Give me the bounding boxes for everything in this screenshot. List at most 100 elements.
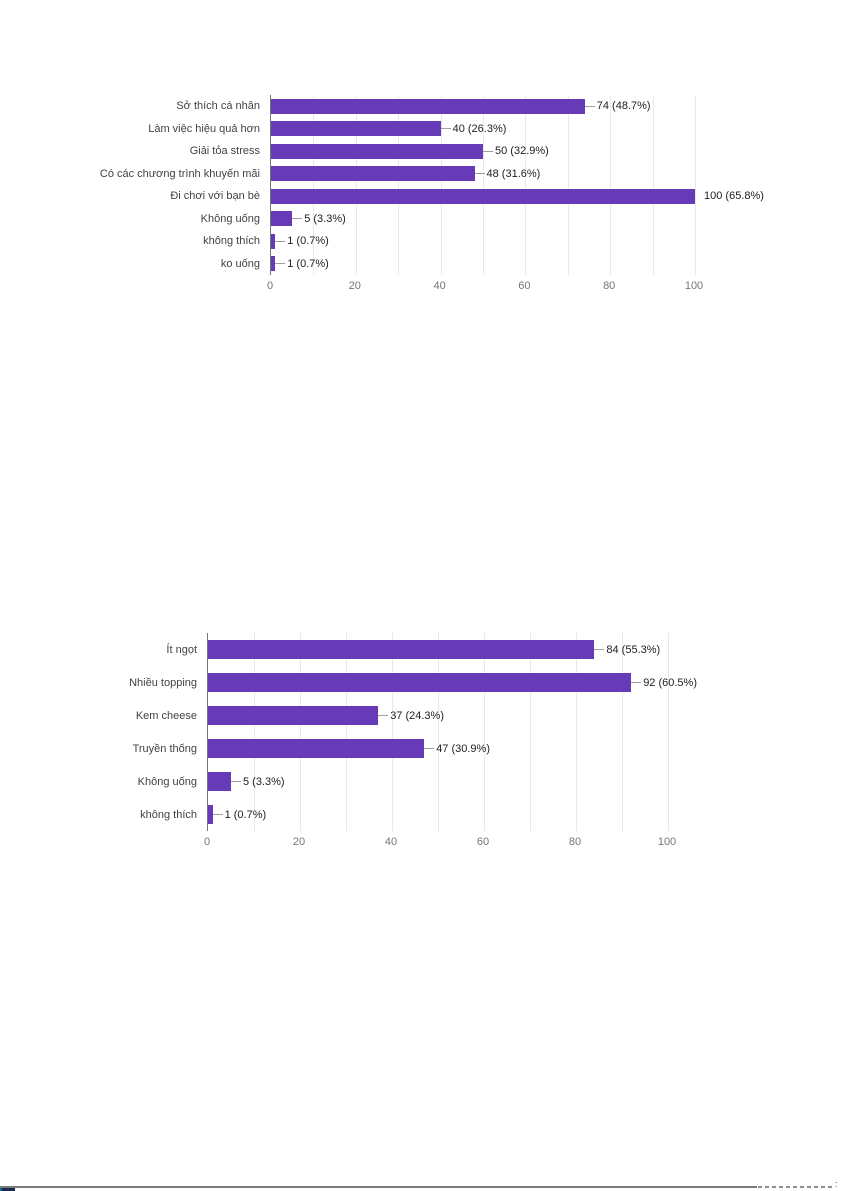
- value-label: 5 (3.3%): [243, 775, 285, 788]
- value-label: 40 (26.3%): [452, 122, 507, 135]
- bar-row: 37 (24.3%): [208, 699, 668, 732]
- bar: 74 (48.7%): [271, 98, 651, 114]
- gridline: [530, 633, 531, 831]
- value-annotation: 48 (31.6%): [474, 168, 540, 180]
- value-label: 50 (32.9%): [495, 145, 549, 158]
- bar: 5 (3.3%): [271, 211, 346, 227]
- category-label: Kem cheese: [135, 709, 197, 722]
- axis-tick-label: 0: [203, 836, 211, 848]
- plot-area: 74 (48.7%) 40 (26.3%) 50 (32.9%) 48 (31.6%)…: [270, 95, 764, 275]
- gridline: [668, 633, 669, 831]
- annotation-stem: [275, 263, 286, 265]
- value-annotation: 5 (3.3%): [231, 776, 285, 788]
- gridline: [610, 95, 612, 275]
- category-label: Có các chương trình khuyến mãi: [99, 167, 260, 180]
- category-axis: Ít ngọt Nhiều topping Kem cheese Truyền thố…: [52, 633, 202, 831]
- gridline: [652, 95, 654, 275]
- axis-tick-label: 20: [348, 280, 361, 292]
- bar-row: 74 (48.7%): [271, 95, 695, 118]
- value-label: 37 (24.3%): [390, 709, 444, 722]
- category-label: Sở thích cá nhân: [176, 100, 260, 113]
- value-annotation: 1 (0.7%): [275, 258, 329, 270]
- category-label: Không uống: [200, 212, 260, 225]
- annotation-stem: [424, 748, 435, 749]
- annotation-stem: [440, 128, 451, 130]
- bar: 1 (0.7%): [208, 805, 266, 824]
- bar: 47 (30.9%): [208, 739, 490, 758]
- bar-row: 92 (60.5%): [208, 666, 697, 699]
- annotation-stem: [292, 218, 303, 220]
- category-axis: Sở thích cá nhân Làm việc hiệu quả hơn Giả…: [99, 95, 265, 275]
- annotation-stem: [275, 240, 286, 242]
- axis-tick-label: 100: [657, 836, 677, 848]
- axis-tick-label: 40: [384, 836, 398, 848]
- clipped-footer-colon: :: [835, 1179, 838, 1189]
- value-label: 100 (65.8%): [704, 190, 764, 203]
- bar: 1 (0.7%): [271, 233, 329, 249]
- gridline: [392, 633, 393, 831]
- gridline: [622, 633, 623, 831]
- value-annotation: 1 (0.7%): [212, 808, 267, 821]
- gridline: [438, 633, 439, 831]
- category-label: Giải tỏa stress: [189, 145, 260, 158]
- axis-tick-label: 0: [266, 280, 274, 292]
- value-annotation: 37 (24.3%): [378, 710, 444, 722]
- value-label: 1 (0.7%): [224, 808, 267, 821]
- annotation-stem: [631, 682, 642, 683]
- category-label: không thích: [140, 808, 197, 821]
- value-annotation: 92 (60.5%): [631, 677, 697, 689]
- value-annotation: 84 (55.3%): [594, 644, 660, 656]
- value-annotation: 5 (3.3%): [292, 213, 346, 225]
- annotation-stem: [378, 715, 389, 716]
- value-annotation: 100 (65.8%): [695, 190, 764, 202]
- axis-tick-label: 60: [518, 280, 531, 292]
- category-label: không thích: [203, 235, 260, 248]
- bar-row: 48 (31.6%): [271, 163, 695, 186]
- bar-row: 100 (65.8%): [271, 185, 764, 208]
- gridline: [440, 95, 442, 275]
- gridline: [525, 95, 527, 275]
- clipped-bottom-left-fragment: [0, 1188, 15, 1191]
- gridline: [695, 95, 696, 275]
- axis-tick-label: 40: [433, 280, 446, 292]
- value-label: 74 (48.7%): [596, 100, 651, 113]
- gridline: [313, 95, 315, 275]
- gridline: [576, 633, 577, 831]
- annotation-stem: [594, 649, 605, 650]
- bar: 48 (31.6%): [271, 166, 540, 182]
- bar: 40 (26.3%): [271, 121, 506, 137]
- annotation-stem: [474, 173, 485, 175]
- value-label: 1 (0.7%): [287, 257, 329, 270]
- gridline: [254, 633, 255, 831]
- gridline: [484, 633, 485, 831]
- category-label: ko uống: [220, 257, 260, 270]
- bar-row: 50 (32.9%): [271, 140, 695, 163]
- category-label: Đi chơi với bạn bè: [170, 190, 260, 203]
- bar-row: 47 (30.9%): [208, 732, 668, 765]
- bar: 84 (55.3%): [208, 640, 660, 659]
- category-label: Không uống: [137, 775, 197, 788]
- value-annotation: 40 (26.3%): [440, 122, 507, 135]
- category-label: Truyền thống: [132, 742, 197, 755]
- gridline: [567, 95, 569, 275]
- gridline: [355, 95, 357, 275]
- value-annotation: 74 (48.7%): [584, 100, 651, 113]
- axis-tick-label: 20: [292, 836, 306, 848]
- value-label: 47 (30.9%): [436, 742, 490, 755]
- value-annotation: 50 (32.9%): [483, 145, 549, 157]
- category-label: Ít ngọt: [166, 643, 197, 656]
- gridline: [398, 95, 400, 275]
- footer-divider: [0, 1186, 757, 1188]
- value-label: 1 (0.7%): [287, 235, 329, 248]
- bar-row: 1 (0.7%): [271, 230, 695, 253]
- gridline: [346, 633, 347, 831]
- bar-row: 5 (3.3%): [271, 208, 695, 231]
- bar: 1 (0.7%): [271, 256, 329, 272]
- bar-row: 40 (26.3%): [271, 118, 695, 141]
- x-axis-ticks: 0 20 40 60 80 100: [203, 831, 676, 851]
- bar-row: 84 (55.3%): [208, 633, 668, 666]
- axis-tick-label: 60: [476, 836, 490, 848]
- annotation-stem: [231, 781, 241, 782]
- bar-row: 1 (0.7%): [208, 798, 668, 831]
- x-axis-ticks: 0 20 40 60 80 100: [266, 275, 703, 295]
